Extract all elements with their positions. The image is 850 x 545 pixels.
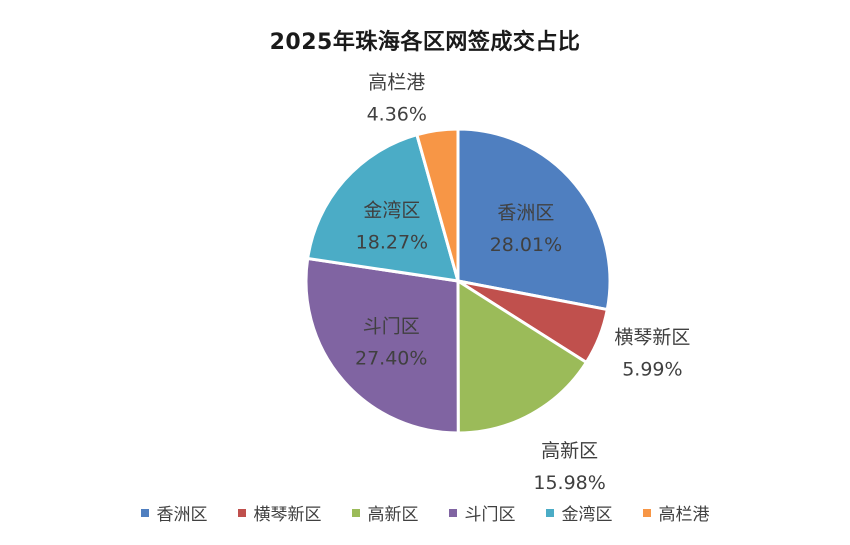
legend-swatch-icon (140, 508, 149, 517)
legend-item-0: 香洲区 (140, 500, 208, 525)
data-label-1: 横琴新区 5.99% (614, 326, 690, 380)
legend-item-5: 高栏港 (642, 500, 710, 525)
pie-slice-5 (415, 127, 460, 282)
pie-slice-3 (304, 256, 460, 435)
legend-label: 高栏港 (658, 505, 710, 525)
legend-swatch-icon (448, 508, 457, 517)
legend-item-3: 斗门区 (448, 500, 516, 525)
pie-slice-2 (456, 278, 589, 435)
chart-title: 2025年珠海各区网签成交占比 (269, 30, 581, 55)
data-label-3: 斗门区 27.40% (355, 316, 427, 370)
legend-label: 斗门区 (464, 505, 516, 525)
legend-label: 香洲区 (156, 505, 208, 525)
legend-label: 金湾区 (561, 505, 613, 525)
data-label-2: 高新区 15.98% (533, 440, 605, 494)
legend-item-1: 横琴新区 (237, 500, 322, 525)
legend-label: 高新区 (367, 505, 419, 525)
data-label-4: 金湾区 18.27% (356, 200, 428, 254)
legend-swatch-icon (642, 508, 651, 517)
data-label-5: 高栏港 4.36% (367, 71, 427, 125)
legend-item-4: 金湾区 (545, 500, 613, 525)
data-label-0: 香洲区 28.01% (490, 202, 562, 256)
legend: 香洲区 横琴新区 高新区 斗门区 金湾区 高栏港 (0, 500, 850, 525)
legend-swatch-icon (237, 508, 246, 517)
legend-item-2: 高新区 (351, 500, 419, 525)
pie-slice-0 (456, 127, 612, 312)
legend-label: 横琴新区 (253, 505, 322, 525)
legend-swatch-icon (545, 508, 554, 517)
legend-swatch-icon (351, 508, 360, 517)
pie-slice-4 (305, 132, 461, 283)
